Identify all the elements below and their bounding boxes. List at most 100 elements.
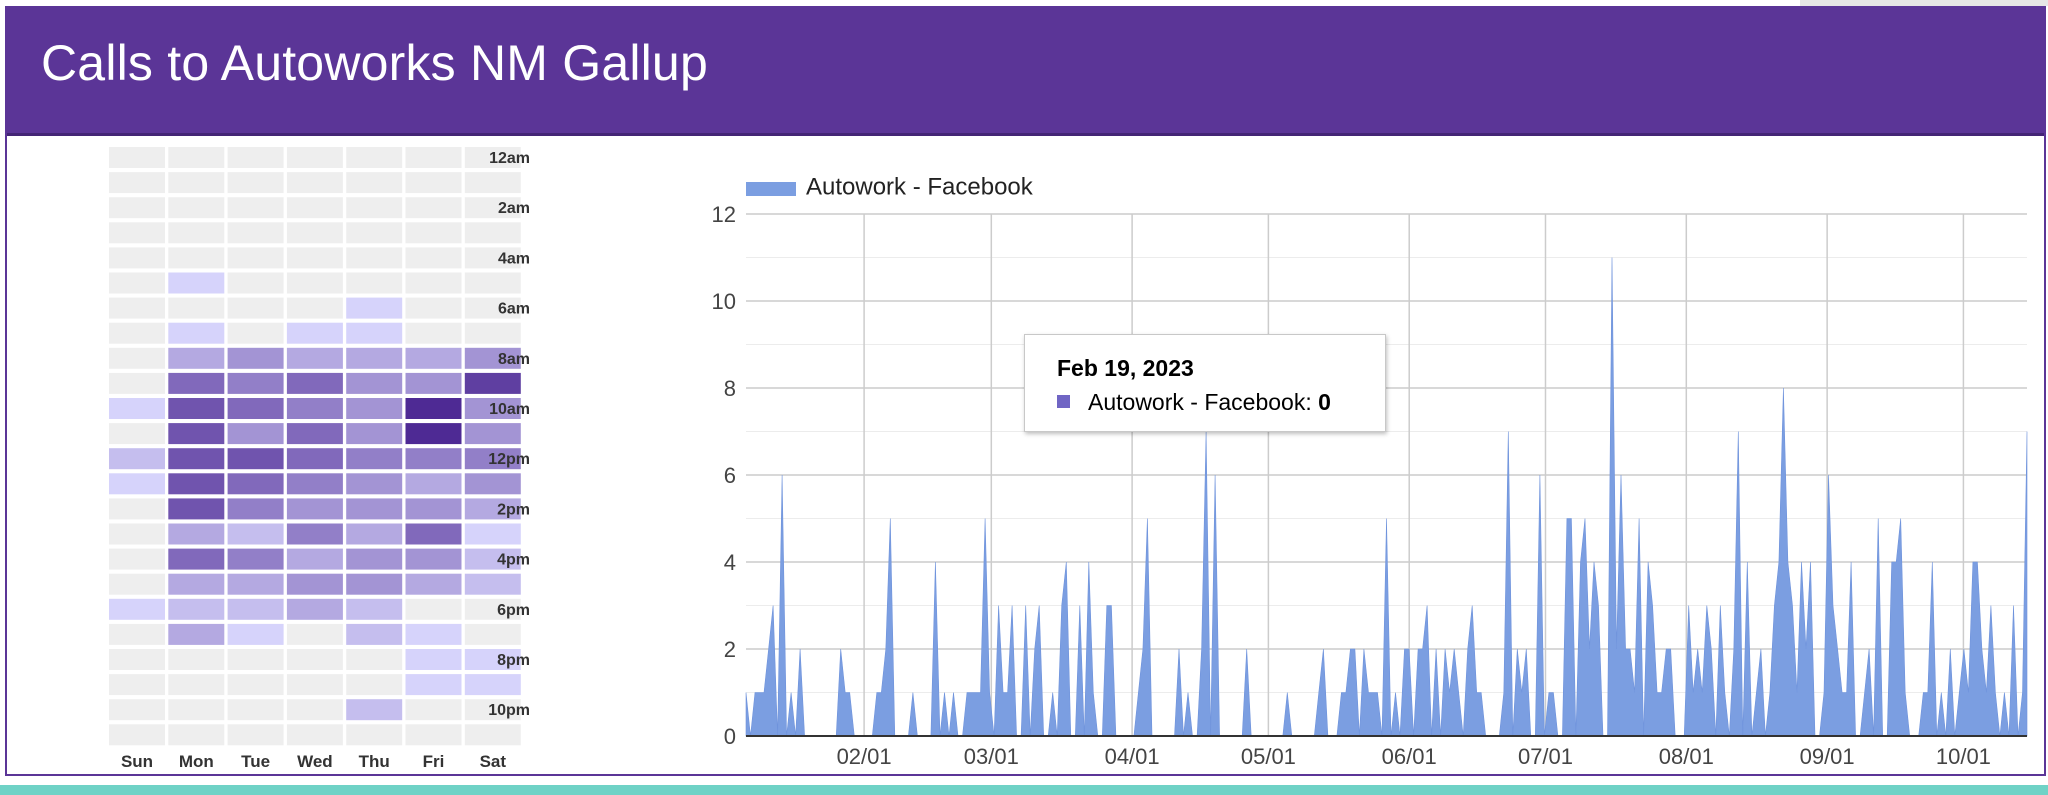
heatmap-cell[interactable]	[286, 473, 343, 495]
heatmap-cell[interactable]	[227, 398, 284, 419]
heatmap-cell[interactable]	[464, 272, 521, 294]
heatmap-cell[interactable]	[464, 473, 521, 495]
heatmap-cell[interactable]	[286, 172, 343, 194]
heatmap-cell[interactable]	[286, 598, 343, 620]
heatmap-cell[interactable]	[227, 448, 284, 470]
heatmap-cell[interactable]	[109, 548, 165, 570]
heatmap-cell[interactable]	[168, 724, 225, 746]
heatmap-cell[interactable]	[286, 699, 343, 721]
heatmap-cell[interactable]	[227, 598, 284, 620]
heatmap-cell[interactable]	[405, 573, 462, 595]
heatmap-cell[interactable]	[227, 724, 284, 746]
heatmap-cell[interactable]	[405, 674, 462, 696]
heatmap-cell[interactable]	[109, 523, 165, 545]
heatmap-cell[interactable]	[405, 448, 462, 470]
heatmap-cell[interactable]	[168, 272, 225, 294]
heatmap-cell[interactable]	[286, 398, 343, 419]
heatmap-cell[interactable]	[346, 247, 403, 269]
heatmap-cell[interactable]	[405, 272, 462, 294]
heatmap-cell[interactable]	[405, 423, 462, 445]
heatmap-cell[interactable]	[346, 372, 403, 394]
heatmap-cell[interactable]	[168, 222, 225, 244]
heatmap-cell[interactable]	[286, 372, 343, 394]
heatmap-cell[interactable]	[346, 272, 403, 294]
heatmap-cell[interactable]	[109, 623, 165, 645]
heatmap-cell[interactable]	[109, 649, 165, 670]
heatmap-cell[interactable]	[109, 197, 165, 219]
heatmap-cell[interactable]	[405, 222, 462, 244]
heatmap-cell[interactable]	[346, 398, 403, 419]
heatmap-cell[interactable]	[286, 423, 343, 445]
heatmap-cell[interactable]	[464, 222, 521, 244]
heatmap-cell[interactable]	[168, 172, 225, 194]
heatmap-cell[interactable]	[109, 172, 165, 194]
heatmap-cell[interactable]	[109, 448, 165, 470]
heatmap-cell[interactable]	[168, 448, 225, 470]
heatmap-cell[interactable]	[168, 322, 225, 344]
heatmap-cell[interactable]	[109, 598, 165, 620]
heatmap-cell[interactable]	[405, 297, 462, 319]
heatmap-cell[interactable]	[346, 724, 403, 746]
heatmap-cell[interactable]	[346, 573, 403, 595]
heatmap-cell[interactable]	[405, 473, 462, 495]
heatmap-cell[interactable]	[109, 423, 165, 445]
heatmap-cell[interactable]	[168, 699, 225, 721]
heatmap-cell[interactable]	[227, 548, 284, 570]
heatmap-cell[interactable]	[286, 724, 343, 746]
heatmap-cell[interactable]	[405, 347, 462, 369]
heatmap-cell[interactable]	[227, 523, 284, 545]
heatmap-cell[interactable]	[346, 297, 403, 319]
heatmap-cell[interactable]	[286, 197, 343, 219]
heatmap-cell[interactable]	[227, 372, 284, 394]
heatmap-cell[interactable]	[346, 523, 403, 545]
heatmap-cell[interactable]	[464, 598, 521, 620]
heatmap-cell[interactable]	[109, 147, 165, 168]
heatmap-cell[interactable]	[109, 372, 165, 394]
heatmap-cell[interactable]	[227, 623, 284, 645]
heatmap-cell[interactable]	[227, 147, 284, 168]
heatmap-cell[interactable]	[286, 498, 343, 520]
heatmap-cell[interactable]	[464, 724, 521, 746]
heatmap-cell[interactable]	[286, 347, 343, 369]
heatmap-cell[interactable]	[286, 297, 343, 319]
heatmap-cell[interactable]	[286, 448, 343, 470]
heatmap-cell[interactable]	[286, 247, 343, 269]
heatmap-cell[interactable]	[405, 598, 462, 620]
heatmap-cell[interactable]	[168, 297, 225, 319]
heatmap-cell[interactable]	[286, 523, 343, 545]
heatmap-cell[interactable]	[109, 674, 165, 696]
heatmap-cell[interactable]	[168, 423, 225, 445]
heatmap-cell[interactable]	[286, 272, 343, 294]
heatmap-cell[interactable]	[109, 297, 165, 319]
heatmap-cell[interactable]	[405, 699, 462, 721]
heatmap-cell[interactable]	[227, 498, 284, 520]
heatmap-cell[interactable]	[464, 548, 521, 570]
heatmap-cell[interactable]	[168, 548, 225, 570]
heatmap-cell[interactable]	[464, 172, 521, 194]
heatmap-cell[interactable]	[346, 322, 403, 344]
heatmap-cell[interactable]	[168, 473, 225, 495]
heatmap-cell[interactable]	[464, 523, 521, 545]
heatmap-cell[interactable]	[405, 724, 462, 746]
heatmap-cell[interactable]	[109, 699, 165, 721]
heatmap-cell[interactable]	[168, 523, 225, 545]
heatmap-cell[interactable]	[109, 473, 165, 495]
heatmap-cell[interactable]	[464, 649, 521, 670]
heatmap-cell[interactable]	[109, 498, 165, 520]
heatmap-cell[interactable]	[346, 498, 403, 520]
heatmap-cell[interactable]	[405, 372, 462, 394]
legend-label[interactable]: Autowork - Facebook	[806, 173, 1034, 200]
heatmap-cell[interactable]	[346, 649, 403, 670]
heatmap-cell[interactable]	[405, 247, 462, 269]
heatmap-cell[interactable]	[346, 423, 403, 445]
heatmap-cell[interactable]	[346, 623, 403, 645]
heatmap-cell[interactable]	[168, 147, 225, 168]
heatmap-cell[interactable]	[286, 623, 343, 645]
heatmap-cell[interactable]	[464, 699, 521, 721]
heatmap-cell[interactable]	[346, 222, 403, 244]
heatmap-cell[interactable]	[405, 172, 462, 194]
heatmap-cell[interactable]	[346, 172, 403, 194]
heatmap-cell[interactable]	[405, 147, 462, 168]
heatmap-cell[interactable]	[346, 699, 403, 721]
heatmap-cell[interactable]	[227, 247, 284, 269]
